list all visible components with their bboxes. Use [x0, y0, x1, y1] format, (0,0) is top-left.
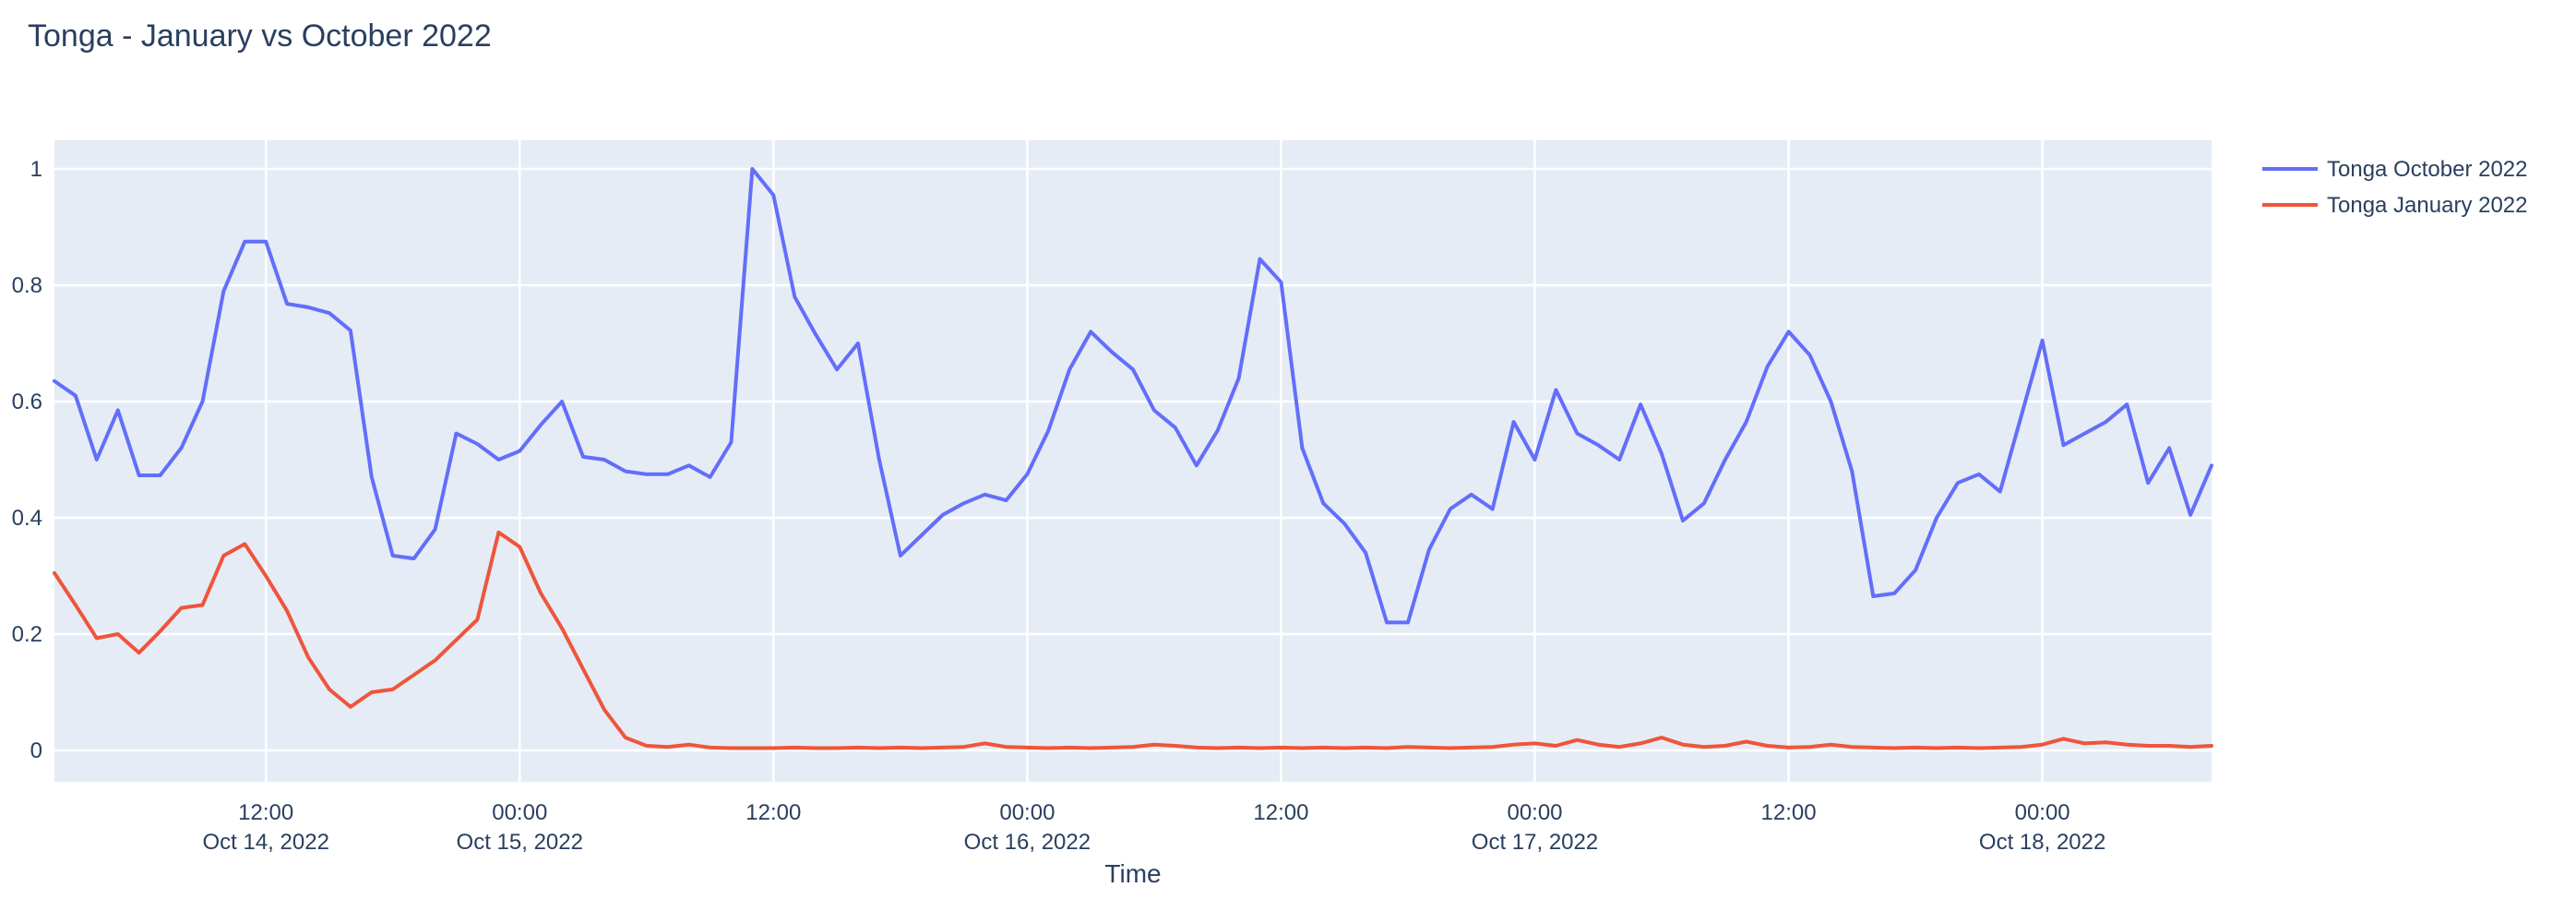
x-tick-time-label: 12:00	[745, 800, 801, 825]
x-tick-time-label: 12:00	[1253, 800, 1308, 825]
y-tick-label: 0.2	[12, 622, 42, 647]
x-tick-time-label: 00:00	[1507, 800, 1562, 825]
legend-label: Tonga October 2022	[2327, 157, 2528, 182]
x-tick-date-label: Oct 14, 2022	[202, 830, 328, 855]
x-tick-date-label: Oct 15, 2022	[457, 830, 583, 855]
x-tick-time-label: 12:00	[1761, 800, 1817, 825]
x-tick-time-label: 00:00	[492, 800, 547, 825]
chart-title: Tonga - January vs October 2022	[28, 18, 492, 54]
y-tick-label: 0.4	[12, 506, 42, 531]
x-tick-date-label: Oct 18, 2022	[1979, 830, 2105, 855]
x-tick-time-label: 12:00	[238, 800, 293, 825]
y-tick-label: 1	[30, 157, 42, 182]
plot-area[interactable]	[54, 140, 2212, 782]
legend-label: Tonga January 2022	[2327, 193, 2528, 218]
legend-item-tonga-october-2022[interactable]: Tonga October 2022	[2262, 157, 2528, 182]
series-line-tonga-january-2022	[53, 530, 2213, 750]
x-tick-time-label: 00:00	[999, 800, 1055, 825]
legend-item-tonga-january-2022[interactable]: Tonga January 2022	[2262, 193, 2528, 218]
x-tick-date-label: Oct 16, 2022	[964, 830, 1091, 855]
x-axis-title: Time	[1104, 859, 1161, 888]
y-tick-label: 0.8	[12, 273, 42, 298]
x-tick-date-label: Oct 17, 2022	[1472, 830, 1598, 855]
y-tick-label: 0.6	[12, 390, 42, 414]
y-tick-label: 0	[30, 738, 42, 763]
x-tick-time-label: 00:00	[2015, 800, 2070, 825]
series-line-tonga-october-2022	[53, 167, 2213, 625]
